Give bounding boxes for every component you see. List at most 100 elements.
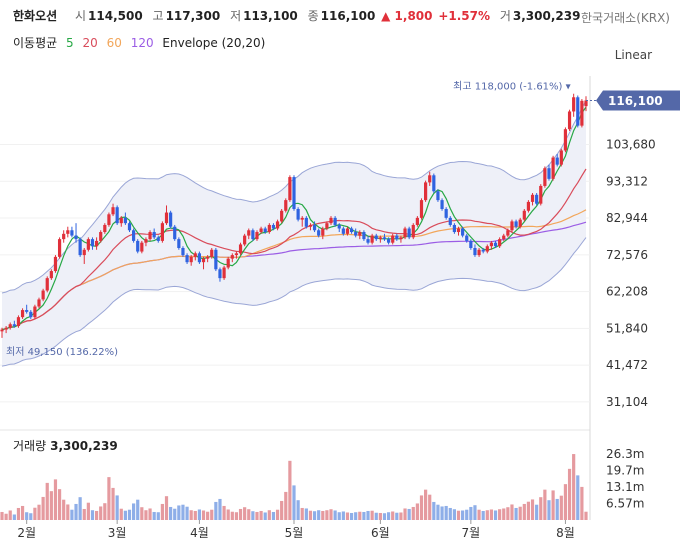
candle-body bbox=[415, 217, 419, 225]
volume-bar bbox=[580, 486, 584, 520]
candle bbox=[580, 99, 584, 128]
candle-body bbox=[308, 224, 313, 227]
volume-bar bbox=[440, 506, 444, 520]
volume-bar bbox=[337, 512, 341, 520]
candle bbox=[547, 164, 551, 181]
candle bbox=[94, 237, 99, 250]
candle bbox=[317, 228, 321, 238]
candle-body bbox=[218, 269, 222, 279]
volume-bar bbox=[428, 494, 432, 520]
candle bbox=[407, 226, 411, 240]
volume-bar bbox=[156, 512, 160, 520]
volume-tick-label: 13.1m bbox=[606, 480, 644, 494]
volume-bar bbox=[115, 495, 119, 520]
y-tick-label: 41,472 bbox=[606, 358, 648, 372]
x-tick-label: 7월 bbox=[462, 526, 481, 540]
volume-bar bbox=[518, 506, 522, 520]
y-tick-label: 51,840 bbox=[606, 321, 648, 335]
volume-bar bbox=[45, 482, 49, 520]
price-header: 한화오션 시 114,500 고 117,300 저 113,100 종 116,100… bbox=[13, 7, 580, 24]
candle bbox=[337, 223, 341, 233]
candle-body bbox=[292, 177, 296, 209]
volume-bar bbox=[57, 489, 62, 520]
candle-body bbox=[222, 267, 226, 279]
candle-body bbox=[173, 226, 177, 240]
candle bbox=[465, 233, 469, 243]
change-value: ▲ 1,800 bbox=[381, 9, 433, 23]
volume-bar bbox=[366, 510, 370, 520]
candle-body bbox=[201, 258, 206, 263]
candle bbox=[382, 233, 387, 241]
candle-body bbox=[477, 249, 481, 256]
candle bbox=[185, 253, 189, 264]
candle bbox=[78, 237, 82, 257]
candle bbox=[70, 226, 74, 238]
candle bbox=[325, 221, 329, 231]
candle-body bbox=[234, 253, 239, 256]
candle bbox=[428, 171, 432, 186]
close-label: 종 bbox=[307, 9, 319, 23]
volume-bar bbox=[391, 511, 395, 520]
candle-body bbox=[461, 228, 465, 236]
candle-body bbox=[304, 217, 308, 227]
volume-bar bbox=[8, 510, 12, 520]
volume-bar bbox=[164, 496, 169, 520]
candle-body bbox=[456, 228, 461, 233]
candle-body bbox=[407, 228, 411, 238]
volume-value: 3,300,239 bbox=[512, 9, 581, 23]
candle bbox=[234, 251, 239, 259]
candle bbox=[103, 223, 107, 234]
candle-body bbox=[206, 256, 210, 259]
volume-bar bbox=[308, 510, 313, 520]
candle bbox=[378, 235, 382, 243]
candle bbox=[127, 221, 132, 233]
candle bbox=[576, 95, 580, 128]
candle bbox=[411, 223, 415, 240]
candle-body bbox=[111, 207, 115, 215]
volume-bar bbox=[296, 500, 300, 520]
volume-bar bbox=[485, 510, 489, 520]
volume-bar bbox=[563, 484, 568, 520]
candle-body bbox=[57, 239, 62, 257]
candle bbox=[243, 233, 247, 247]
current-price-tag bbox=[596, 90, 680, 111]
volume-bar bbox=[41, 496, 45, 520]
candle-body bbox=[312, 224, 317, 231]
volume-bar bbox=[292, 485, 296, 520]
candle bbox=[8, 322, 12, 330]
volume-bar bbox=[432, 501, 436, 520]
candle bbox=[214, 248, 218, 272]
volume-bar bbox=[358, 511, 362, 520]
volume-bar bbox=[386, 512, 391, 520]
volume-bar bbox=[399, 512, 403, 520]
candle-body bbox=[448, 217, 452, 225]
candle bbox=[230, 253, 234, 263]
volume-bar bbox=[341, 511, 345, 520]
candle bbox=[238, 242, 243, 256]
ma20-label: 20 bbox=[82, 36, 98, 50]
envelope-band bbox=[2, 100, 586, 367]
candle bbox=[452, 223, 456, 234]
candle bbox=[567, 109, 572, 131]
volume-bar bbox=[539, 497, 543, 520]
candle bbox=[403, 226, 407, 240]
candle-body bbox=[386, 239, 391, 243]
candle-body bbox=[362, 232, 366, 240]
scale-selector[interactable]: Linear bbox=[614, 48, 652, 62]
candle bbox=[555, 154, 559, 167]
candle bbox=[448, 216, 452, 227]
open-value: 114,500 bbox=[88, 9, 143, 23]
candle bbox=[300, 216, 304, 227]
candle bbox=[62, 230, 66, 243]
indicator-legend[interactable]: 이동평균 5 20 60 120 Envelope (20,20) bbox=[13, 34, 270, 51]
candle-body bbox=[580, 100, 584, 126]
candle-body bbox=[424, 182, 428, 201]
candle-body bbox=[255, 232, 259, 240]
candle bbox=[99, 230, 103, 243]
candle-body bbox=[584, 100, 588, 107]
volume-bar bbox=[567, 468, 572, 520]
volume-bar bbox=[489, 509, 494, 520]
volume-bar bbox=[70, 509, 74, 520]
volume-bar bbox=[461, 510, 465, 520]
